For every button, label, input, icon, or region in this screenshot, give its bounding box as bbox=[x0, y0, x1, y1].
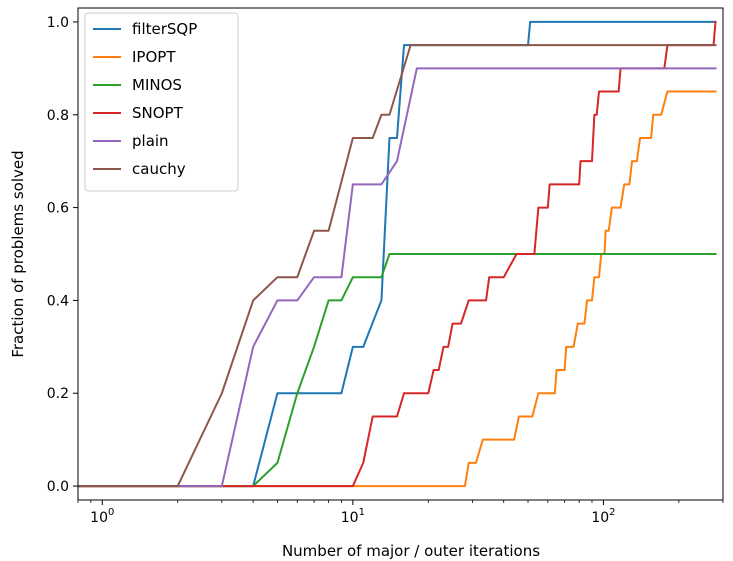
x-tick-label: 101 bbox=[341, 507, 365, 526]
x-tick-label: 102 bbox=[591, 507, 615, 526]
x-tick-label: 100 bbox=[90, 507, 114, 526]
legend-box bbox=[84, 12, 239, 192]
series-line-minos bbox=[78, 253, 717, 488]
legend-label-snopt: SNOPT bbox=[132, 104, 184, 122]
series-line-snopt bbox=[78, 20, 717, 488]
y-tick-label: 0.2 bbox=[47, 386, 69, 402]
series-line-ipopt bbox=[78, 90, 717, 488]
legend: filterSQP IPOPT MINOS SNOPT plain cauchy bbox=[84, 12, 239, 192]
y-tick-label: 0.4 bbox=[47, 293, 69, 309]
legend-label-cauchy: cauchy bbox=[132, 160, 186, 178]
legend-label-minos: MINOS bbox=[132, 76, 182, 94]
x-axis: 100 101 102 bbox=[77, 500, 724, 526]
series-layer bbox=[78, 20, 717, 488]
y-tick-label: 0.8 bbox=[47, 108, 69, 124]
y-axis-title: Fraction of problems solved bbox=[9, 150, 27, 357]
x-axis-title: Number of major / outer iterations bbox=[282, 542, 540, 560]
legend-label-ipopt: IPOPT bbox=[132, 48, 176, 66]
series-line-cauchy bbox=[78, 44, 717, 488]
series-line-plain bbox=[78, 67, 717, 488]
plot-frame bbox=[77, 7, 724, 501]
y-tick-label: 0.6 bbox=[47, 201, 69, 217]
y-tick-label: 1.0 bbox=[47, 15, 69, 31]
y-tick-label: 0.0 bbox=[47, 479, 69, 495]
legend-label-plain: plain bbox=[132, 132, 169, 150]
y-axis: 0.0 0.2 0.4 0.6 0.8 1.0 bbox=[47, 15, 78, 495]
legend-label-filtersqp: filterSQP bbox=[132, 20, 197, 38]
